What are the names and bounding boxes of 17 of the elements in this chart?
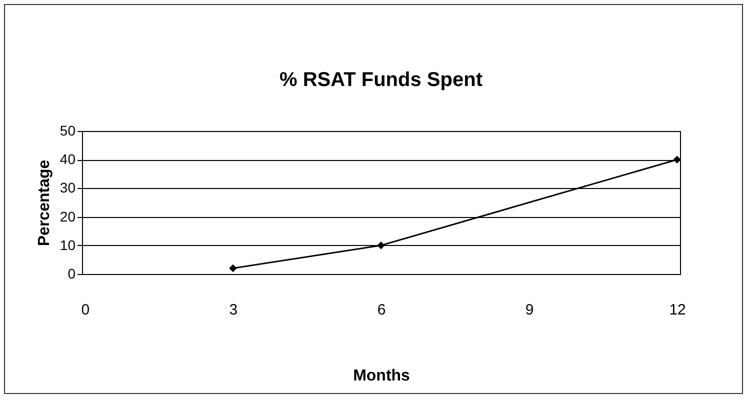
y-tick-label: 40 <box>60 151 76 168</box>
chart-title: % RSAT Funds Spent <box>280 69 483 91</box>
y-tick-label: 50 <box>60 122 76 138</box>
x-tick-label: 6 <box>377 302 386 318</box>
x-tick-label: 3 <box>229 302 238 318</box>
x-axis-title: Months <box>353 368 410 384</box>
point <box>229 264 237 272</box>
point <box>377 242 385 250</box>
y-tick-label: 20 <box>60 208 76 224</box>
y-tick-label: 0 <box>68 266 76 282</box>
y-tick-label: 30 <box>60 180 76 196</box>
point <box>673 156 681 164</box>
y-tick-label: 10 <box>60 236 76 253</box>
y-axis-title: Percentage <box>36 160 53 246</box>
x-tick-label: 9 <box>525 302 534 318</box>
x-tick-label: 12 <box>669 302 686 318</box>
x-tick-label: 0 <box>81 302 90 318</box>
